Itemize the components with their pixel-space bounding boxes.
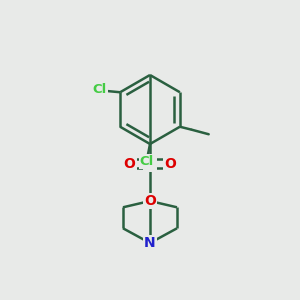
Text: Cl: Cl [93,83,107,96]
Text: O: O [144,194,156,208]
Text: O: O [164,157,176,170]
Text: Cl: Cl [140,155,154,168]
Text: N: N [144,236,156,250]
Text: O: O [124,157,136,170]
Text: S: S [145,156,155,171]
